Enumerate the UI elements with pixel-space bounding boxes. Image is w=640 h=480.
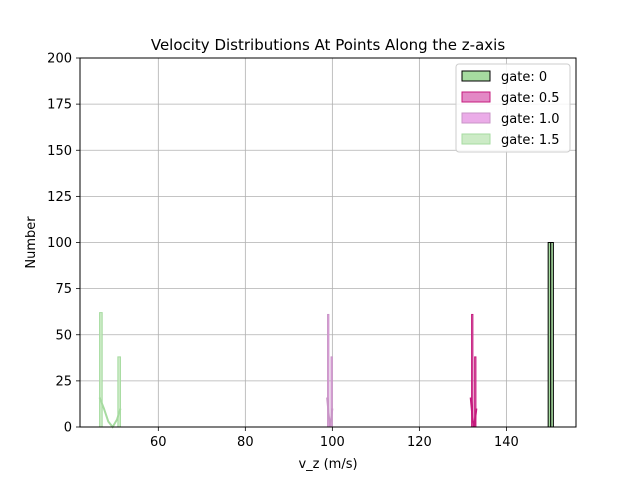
x-tick-label: 80: [237, 435, 254, 450]
kde-line-series-1: [469, 397, 478, 428]
y-axis-ticks: 0 25 50 75 100 125 150 175 200: [47, 52, 80, 436]
chart-title: Velocity Distributions At Points Along t…: [151, 36, 505, 54]
y-tick-label: 75: [55, 282, 72, 297]
legend-swatch: [461, 133, 491, 145]
histogram-bar-series-3: [99, 312, 103, 428]
x-axis-ticks: 60 80 100 120 140: [150, 427, 519, 450]
legend-label: gate: 1.0: [501, 112, 560, 127]
y-tick-label: 175: [47, 98, 72, 113]
y-tick-label: 50: [55, 328, 72, 343]
kde-line-series-2: [326, 397, 334, 428]
kde-line-series-3: [98, 397, 122, 429]
x-tick-label: 100: [320, 435, 345, 450]
kde-curves: [98, 397, 478, 429]
x-tick-label: 120: [407, 435, 432, 450]
legend-box: [455, 63, 571, 153]
legend-label: gate: 1.5: [501, 133, 560, 148]
y-tick-label: 200: [47, 52, 72, 67]
histogram-bar-series-0: [550, 242, 554, 428]
y-tick-label: 25: [55, 374, 72, 389]
y-tick-label: 125: [47, 190, 72, 205]
x-tick-label: 140: [494, 435, 519, 450]
y-tick-label: 150: [47, 144, 72, 159]
legend-swatch: [461, 91, 491, 103]
x-tick-label: 60: [150, 435, 167, 450]
legend-label: gate: 0: [501, 70, 547, 85]
legend-swatch: [461, 70, 491, 82]
x-axis-label: v_z (m/s): [298, 457, 357, 472]
y-axis-label: Number: [24, 216, 39, 269]
y-tick-label: 100: [47, 236, 72, 251]
legend-swatch: [461, 112, 491, 124]
legend[interactable]: gate: 0 gate: 0.5 gate: 1.0 gate: 1.5: [455, 63, 571, 153]
y-tick-label: 0: [64, 421, 72, 436]
legend-label: gate: 0.5: [501, 91, 560, 106]
